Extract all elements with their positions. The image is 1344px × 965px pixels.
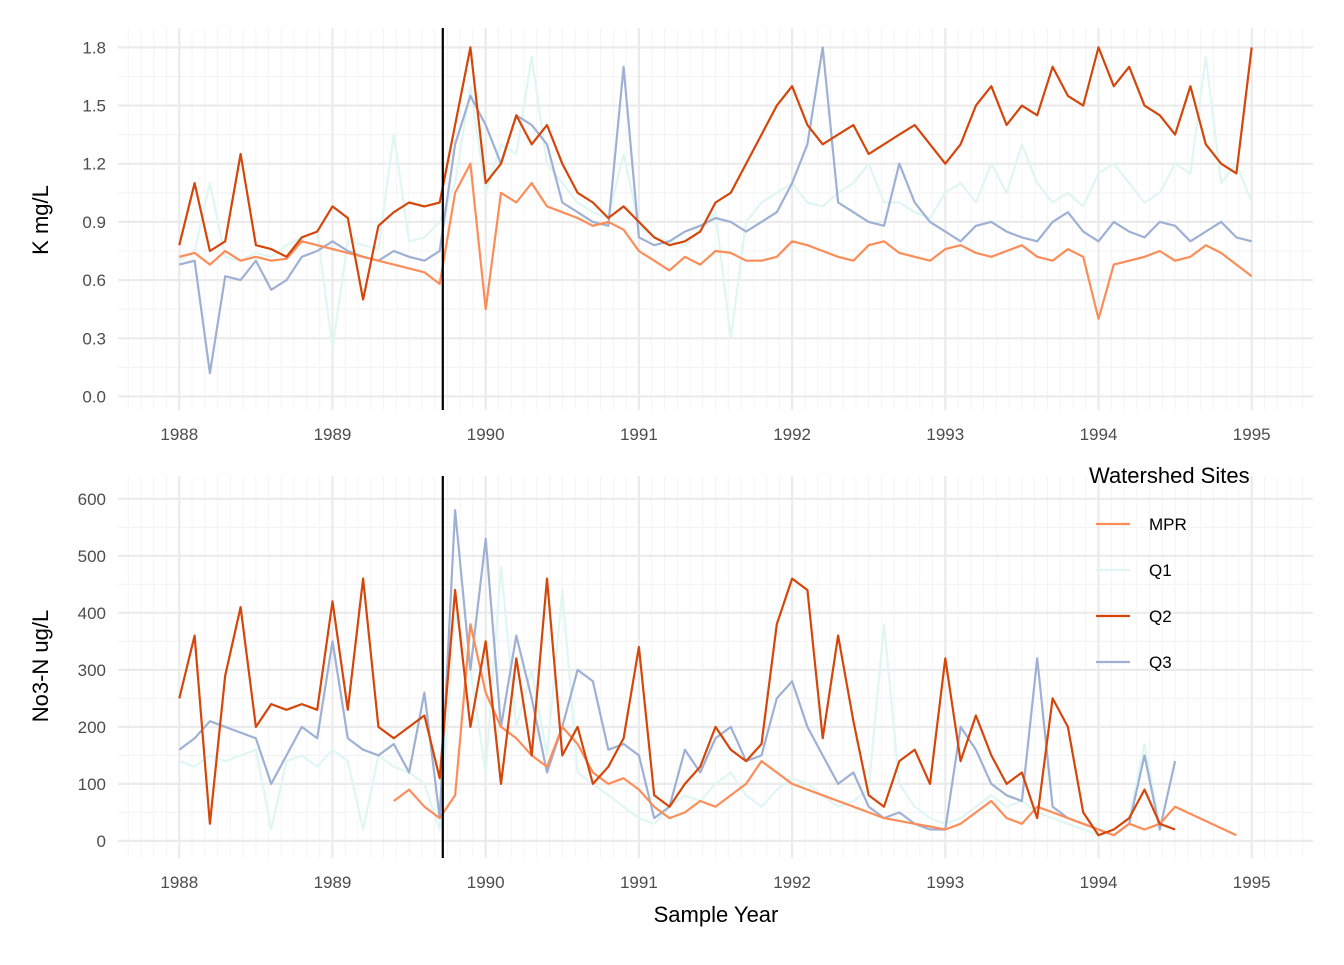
bottom-series-line-mpr (393, 623, 1237, 837)
top-y-tick-label: 1.5 (82, 97, 106, 116)
top-y-axis: 0.0 0.3 0.6 0.9 1.2 1.5 1.8 (82, 38, 1313, 406)
top-x-tick-label: 1995 (1233, 425, 1271, 444)
bottom-minor-grid-x (127, 476, 1304, 858)
bottom-x-tick-label: 1991 (620, 873, 658, 892)
legend-label-q1: Q1 (1149, 561, 1172, 580)
legend-title: Watershed Sites (1089, 463, 1250, 488)
x-axis-title: Sample Year (654, 902, 779, 927)
top-x-tick-label: 1989 (314, 425, 352, 444)
top-y-tick-label: 0.6 (82, 271, 106, 290)
top-series (178, 46, 1253, 375)
top-x-tick-label: 1992 (773, 425, 811, 444)
bottom-x-tick-label: 1990 (467, 873, 505, 892)
top-x-tick-label: 1988 (160, 425, 198, 444)
top-y-tick-label: 0.0 (82, 387, 106, 406)
top-series-line-q1 (178, 55, 1253, 349)
bottom-series-line-q2 (178, 577, 1176, 837)
top-y-tick-label: 0.9 (82, 213, 106, 232)
top-series-line-mpr (179, 162, 1253, 320)
top-y-tick-label: 1.8 (82, 38, 106, 57)
legend-label-mpr: MPR (1149, 515, 1187, 534)
bottom-y-tick-label: 100 (78, 775, 106, 794)
top-minor-grid-y (118, 75, 1313, 368)
bottom-y-tick-label: 200 (78, 718, 106, 737)
bottom-x-tick-label: 1988 (160, 873, 198, 892)
bottom-y-tick-label: 500 (78, 547, 106, 566)
bottom-y-axis: 0 100 200 300 400 500 600 (78, 490, 1313, 851)
legend-item-q1: Q1 (1096, 561, 1172, 580)
legend-item-q3: Q3 (1096, 653, 1172, 672)
bottom-y-tick-label: 400 (78, 604, 106, 623)
bottom-y-tick-label: 600 (78, 490, 106, 509)
top-y-tick-label: 0.3 (82, 329, 106, 348)
bottom-y-axis-title: No3-N ug/L (28, 610, 53, 723)
legend-item-q2: Q2 (1096, 607, 1172, 626)
bottom-x-tick-label: 1994 (1080, 873, 1118, 892)
top-x-tick-label: 1991 (620, 425, 658, 444)
bottom-series-line-q3 (178, 509, 1177, 837)
top-x-tick-label: 1990 (467, 425, 505, 444)
top-series-line-q2 (178, 46, 1253, 301)
top-y-tick-label: 1.2 (82, 155, 106, 174)
legend-label-q2: Q2 (1149, 607, 1172, 626)
top-x-tick-label: 1994 (1080, 425, 1118, 444)
bottom-x-axis: 1988 1989 1990 1991 1992 1993 1994 1995 (160, 476, 1271, 892)
legend: Watershed Sites MPR Q1 Q2 Q3 (1089, 463, 1250, 672)
legend-label-q3: Q3 (1149, 653, 1172, 672)
bottom-series-line-q1 (178, 566, 1176, 837)
panel-bottom: 1988 1989 1990 1991 1992 1993 1994 1995 0 100 200 3… (78, 476, 1313, 892)
top-y-axis-title: K mg/L (28, 185, 53, 255)
top-x-tick-label: 1993 (926, 425, 964, 444)
bottom-series (178, 509, 1237, 837)
top-minor-grid-x (127, 28, 1304, 410)
bottom-x-tick-label: 1989 (314, 873, 352, 892)
legend-items: MPR Q1 Q2 Q3 (1096, 515, 1187, 672)
bottom-x-tick-label: 1993 (926, 873, 964, 892)
bottom-x-tick-label: 1992 (773, 873, 811, 892)
bottom-y-tick-label: 0 (97, 832, 106, 851)
panel-top: 1988 1989 1990 1991 1992 1993 1994 19950.00.30.… (82, 28, 1313, 444)
bottom-y-tick-label: 300 (78, 661, 106, 680)
bottom-minor-grid-y (118, 526, 1313, 813)
bottom-x-tick-label: 1995 (1233, 873, 1271, 892)
legend-item-mpr: MPR (1096, 515, 1187, 534)
